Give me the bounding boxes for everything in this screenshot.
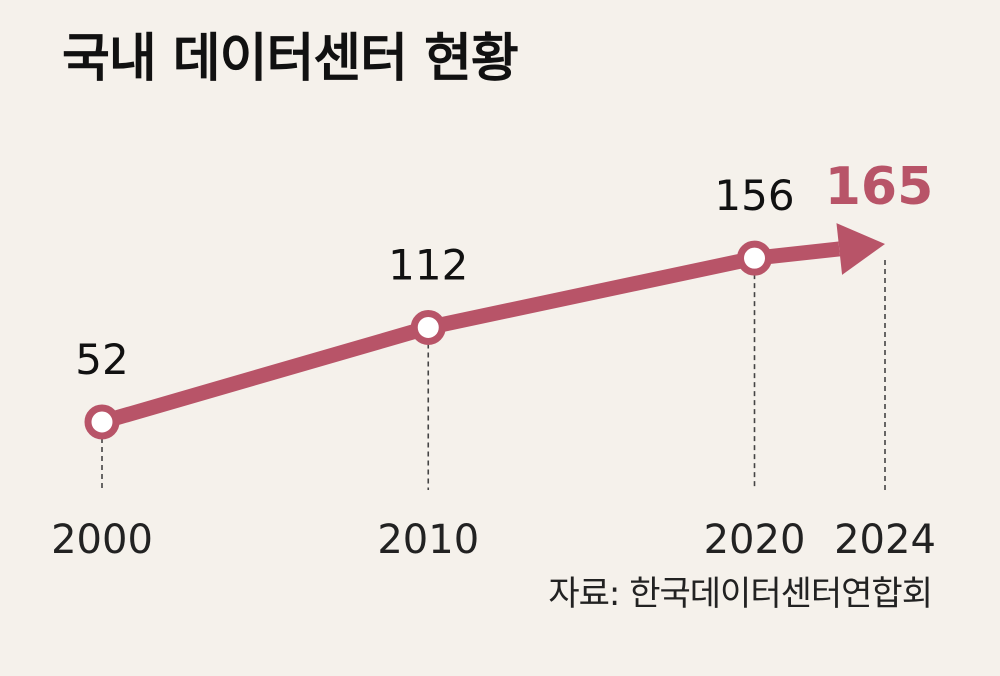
arrowhead <box>836 223 885 275</box>
data-point-markers <box>84 240 772 440</box>
x-tick-label-2020: 2020 <box>704 517 806 563</box>
series-line <box>99 223 885 430</box>
data-point-2000 <box>84 404 120 440</box>
source-note: 자료: 한국데이터센터연합회 <box>548 574 933 614</box>
x-axis-tick-labels: 2000 2010 2020 2024 <box>51 517 936 563</box>
data-point-2020 <box>737 240 772 276</box>
series-polyline <box>99 241 841 430</box>
data-label-2024: 165 <box>825 157 934 217</box>
chart-title: 국내 데이터센터 현황 <box>62 29 519 89</box>
data-labels: 52 112 156 165 <box>75 157 933 384</box>
x-tick-label-2010: 2010 <box>377 517 479 563</box>
x-tick-label-2024: 2024 <box>834 517 936 563</box>
x-tick-label-2000: 2000 <box>51 517 153 563</box>
data-point-2010 <box>410 309 446 345</box>
data-label-2010: 112 <box>388 240 468 289</box>
data-label-2020: 156 <box>714 171 794 220</box>
vertical-guide-lines <box>101 260 886 490</box>
data-label-2000: 52 <box>75 335 128 384</box>
